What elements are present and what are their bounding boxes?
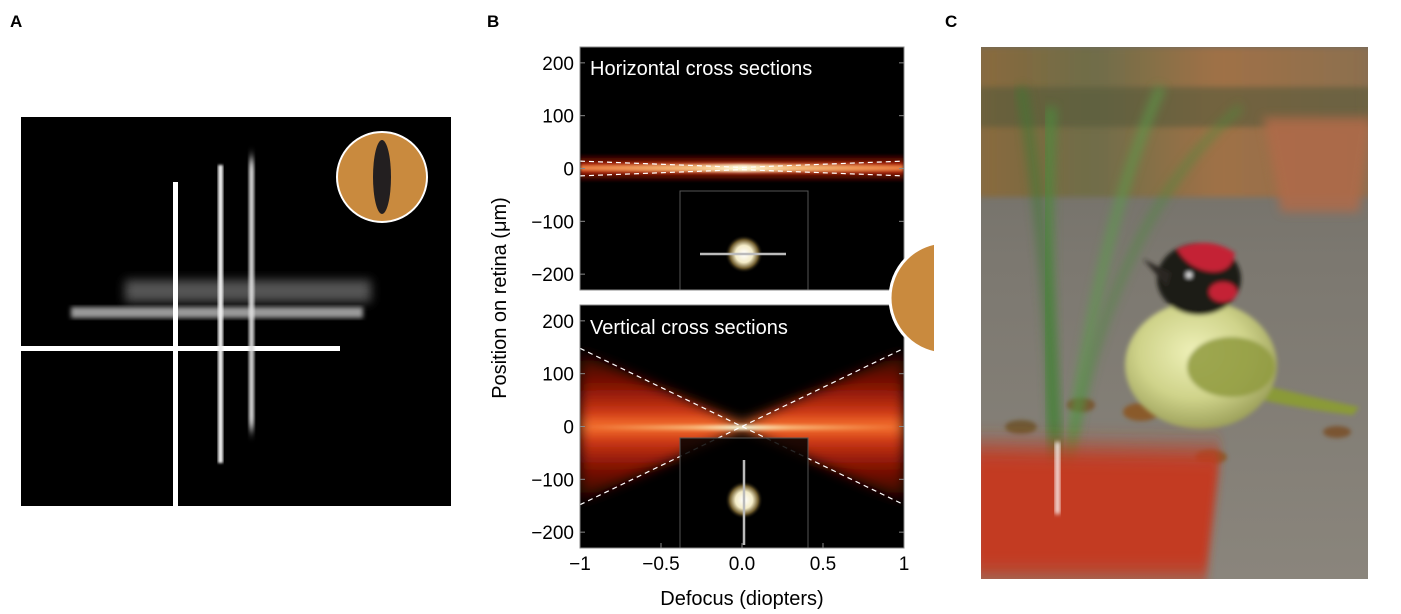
horizontal-bar-near bbox=[21, 346, 340, 351]
horizontal-bar-far bbox=[125, 280, 371, 302]
bottom-y-axis: 200 100 0 −100 −200 bbox=[531, 312, 904, 544]
x-tick-label: 0.0 bbox=[729, 554, 755, 575]
vertical-bar-far bbox=[249, 159, 254, 429]
top-y-tick-label: −100 bbox=[531, 212, 574, 233]
top-plot-title: Horizontal cross sections bbox=[590, 58, 812, 80]
bottom-y-tick-label: −100 bbox=[531, 470, 574, 491]
bottom-dashed-envelope-a bbox=[580, 347, 904, 506]
panel-label-a: A bbox=[10, 12, 23, 31]
vertical-bar-near bbox=[173, 182, 178, 506]
top-y-axis: 200 100 0 −100 −200 bbox=[531, 54, 904, 286]
top-y-tick-label: 0 bbox=[563, 160, 574, 181]
bottom-y-tick-label: 0 bbox=[563, 418, 574, 439]
bottom-plot-title: Vertical cross sections bbox=[590, 317, 788, 339]
panel-c-scene bbox=[971, 47, 1381, 579]
bottom-dashed-envelope-b bbox=[580, 347, 904, 506]
background-pot bbox=[1263, 117, 1373, 212]
bottom-inset-spot bbox=[679, 437, 809, 548]
y-axis-label: Position on retina (μm) bbox=[489, 197, 511, 399]
panel-b-svg: Horizontal cross sections 200 100 0 −100 −20… bbox=[489, 46, 1004, 610]
bottom-x-axis: −1 −0.5 0.0 0.5 1 bbox=[569, 543, 909, 575]
highlight-streak bbox=[1055, 442, 1060, 514]
bottom-y-tick-label: 200 bbox=[542, 312, 574, 333]
top-dashed-envelope-upper bbox=[580, 160, 904, 169]
x-axis-label: Defocus (diopters) bbox=[660, 588, 823, 609]
bottom-psf-core bbox=[580, 425, 904, 430]
panel-label-b: B bbox=[487, 12, 500, 31]
top-dashed-envelope-lower bbox=[580, 168, 904, 177]
slit-pupil-icon bbox=[336, 131, 428, 223]
foreground-pot bbox=[976, 445, 1221, 579]
top-y-tick-label: 200 bbox=[542, 54, 574, 75]
top-y-tick-label: 100 bbox=[542, 107, 574, 128]
panel-label-c: C bbox=[945, 12, 958, 31]
panel-a-image bbox=[21, 117, 451, 506]
x-tick-label: 1 bbox=[899, 554, 910, 575]
horizontal-bar-mid bbox=[71, 307, 363, 318]
top-heatmap-plot: Horizontal cross sections 200 100 0 −100 −20… bbox=[531, 46, 905, 291]
panel-b-psf-plots: Horizontal cross sections 200 100 0 −100 −20… bbox=[484, 40, 1004, 610]
bird-toy bbox=[1125, 242, 1359, 429]
x-tick-label: 0.5 bbox=[810, 554, 836, 575]
panel-a-blur-demo bbox=[21, 117, 451, 506]
bottom-y-tick-label: 100 bbox=[542, 365, 574, 386]
x-tick-label: −0.5 bbox=[642, 554, 680, 575]
panel-c-photo bbox=[971, 47, 1381, 579]
x-tick-label: −1 bbox=[569, 554, 591, 575]
bottom-heatmap-plot: Vertical cross sections 2001000−100−200 … bbox=[531, 304, 909, 575]
top-y-tick-label: −200 bbox=[531, 265, 574, 286]
top-inset-spot bbox=[679, 190, 809, 290]
grass-blades bbox=[1016, 85, 1244, 518]
bottom-y-tick-label: −200 bbox=[531, 523, 574, 544]
vertical-bar-mid bbox=[218, 165, 223, 463]
